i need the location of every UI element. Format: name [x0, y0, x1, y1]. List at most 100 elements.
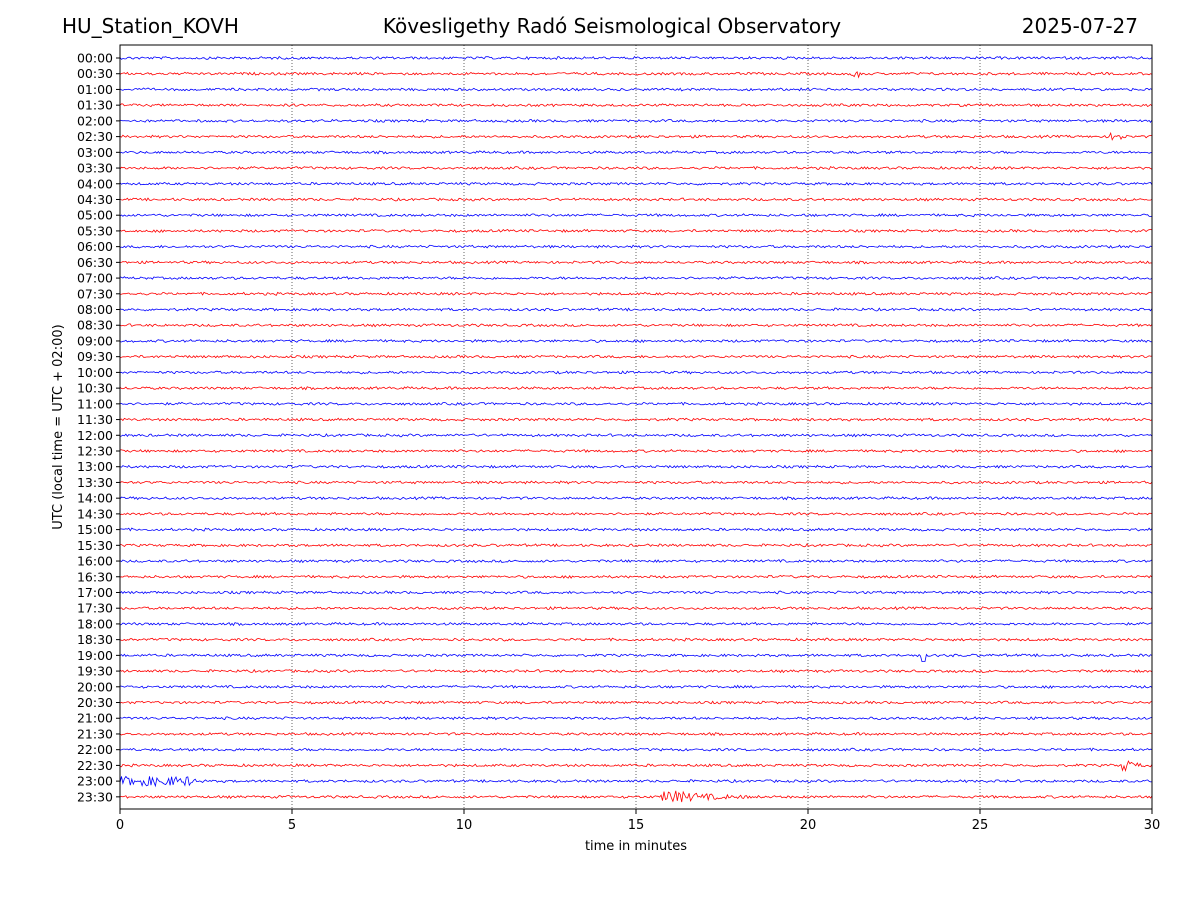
y-tick-label: 23:00	[77, 774, 113, 789]
y-tick-label: 10:30	[77, 381, 113, 396]
y-tick-label: 18:00	[77, 616, 113, 631]
trace-1300	[119, 464, 1153, 469]
y-axis-label: UTC (local time = UTC + 02:00)	[51, 324, 66, 529]
x-tick-label: 25	[972, 818, 989, 833]
y-tick-label: 21:00	[77, 711, 113, 726]
y-tick-label: 20:30	[77, 695, 113, 710]
trace-0900	[119, 338, 1153, 344]
y-tick-label: 20:00	[77, 679, 113, 694]
trace-1630	[119, 574, 1153, 579]
trace-1030	[119, 386, 1153, 391]
trace-2030	[119, 700, 1153, 705]
trace-2000	[119, 684, 1153, 689]
trace-0130	[119, 103, 1153, 108]
x-axis: 0 5 10 15 20 25 30	[116, 809, 1160, 833]
trace-0400	[119, 181, 1153, 186]
y-tick-label: 05:00	[77, 208, 113, 223]
y-tick-label: 04:30	[77, 192, 113, 207]
trace-1230	[119, 448, 1153, 454]
y-tick-label: 18:30	[77, 632, 113, 647]
trace-layer	[119, 55, 1153, 803]
trace-2100	[119, 716, 1153, 721]
y-tick-label: 10:00	[77, 365, 113, 380]
y-tick-label: 06:30	[77, 255, 113, 270]
trace-1000	[119, 370, 1153, 375]
trace-2300	[119, 775, 1153, 788]
trace-2330	[119, 790, 1153, 803]
chart-date: 2025-07-27	[1021, 14, 1138, 38]
y-tick-label: 07:00	[77, 271, 113, 286]
y-tick-label: 06:00	[77, 239, 113, 254]
x-tick-label: 5	[288, 818, 296, 833]
x-tick-label: 20	[800, 818, 817, 833]
trace-2200	[119, 747, 1153, 752]
trace-0430	[119, 197, 1153, 202]
x-axis-label: time in minutes	[585, 839, 687, 854]
trace-0630	[119, 260, 1153, 265]
trace-1930	[119, 668, 1153, 674]
y-tick-label: 02:00	[77, 113, 113, 128]
x-tick-label: 0	[116, 818, 124, 833]
grid-layer	[291, 45, 981, 809]
station-name: HU_Station_KOVH	[62, 14, 239, 38]
trace-1500	[119, 527, 1153, 532]
y-tick-label: 09:00	[77, 333, 113, 348]
trace-1830	[119, 637, 1153, 642]
chart-title: Kövesligethy Radó Seismological Observat…	[382, 14, 842, 38]
trace-1130	[119, 417, 1153, 422]
y-tick-label: 14:30	[77, 506, 113, 521]
y-tick-label: 05:30	[77, 223, 113, 238]
trace-0030	[119, 71, 1153, 79]
trace-0330	[119, 165, 1153, 171]
y-tick-label: 01:30	[77, 98, 113, 113]
y-tick-label: 03:30	[77, 161, 113, 176]
trace-0500	[119, 213, 1153, 218]
trace-1900	[119, 653, 1153, 662]
y-tick-label: 02:30	[77, 129, 113, 144]
x-tick-label: 15	[628, 818, 645, 833]
y-tick-label: 03:00	[77, 145, 113, 160]
y-axis: 00:0000:3001:0001:3002:0002:3003:0003:30…	[77, 51, 120, 804]
y-tick-label: 00:00	[77, 51, 113, 66]
y-tick-label: 15:00	[77, 522, 113, 537]
x-tick-label: 10	[456, 818, 473, 833]
y-tick-label: 21:30	[77, 726, 113, 741]
y-tick-label: 07:30	[77, 286, 113, 301]
y-tick-label: 13:30	[77, 475, 113, 490]
trace-0930	[119, 354, 1153, 359]
y-tick-label: 22:30	[77, 758, 113, 773]
y-tick-label: 17:00	[77, 585, 113, 600]
trace-1200	[119, 433, 1153, 438]
y-tick-label: 19:30	[77, 664, 113, 679]
y-tick-label: 09:30	[77, 349, 113, 364]
trace-1600	[119, 559, 1153, 564]
y-tick-label: 16:00	[77, 554, 113, 569]
y-tick-label: 12:00	[77, 428, 113, 443]
y-tick-label: 16:30	[77, 569, 113, 584]
trace-1700	[119, 590, 1153, 595]
y-tick-label: 11:00	[77, 396, 113, 411]
y-tick-label: 00:30	[77, 66, 113, 81]
y-tick-label: 22:00	[77, 742, 113, 757]
trace-1400	[119, 496, 1153, 501]
trace-1330	[119, 480, 1153, 485]
y-tick-label: 23:30	[77, 789, 113, 804]
trace-1730	[119, 606, 1153, 611]
trace-0200	[119, 118, 1153, 124]
y-tick-label: 13:00	[77, 459, 113, 474]
trace-0300	[119, 150, 1153, 155]
y-tick-label: 04:00	[77, 176, 113, 191]
y-tick-label: 12:30	[77, 444, 113, 459]
trace-0700	[119, 275, 1153, 281]
y-tick-label: 08:30	[77, 318, 113, 333]
trace-1100	[119, 401, 1153, 406]
trace-1800	[119, 621, 1153, 627]
trace-0830	[119, 323, 1153, 328]
trace-0230	[119, 131, 1153, 141]
y-tick-label: 14:00	[77, 491, 113, 506]
trace-0730	[119, 291, 1153, 296]
trace-2130	[119, 732, 1153, 737]
y-tick-label: 19:00	[77, 648, 113, 663]
trace-2230	[120, 760, 1153, 773]
